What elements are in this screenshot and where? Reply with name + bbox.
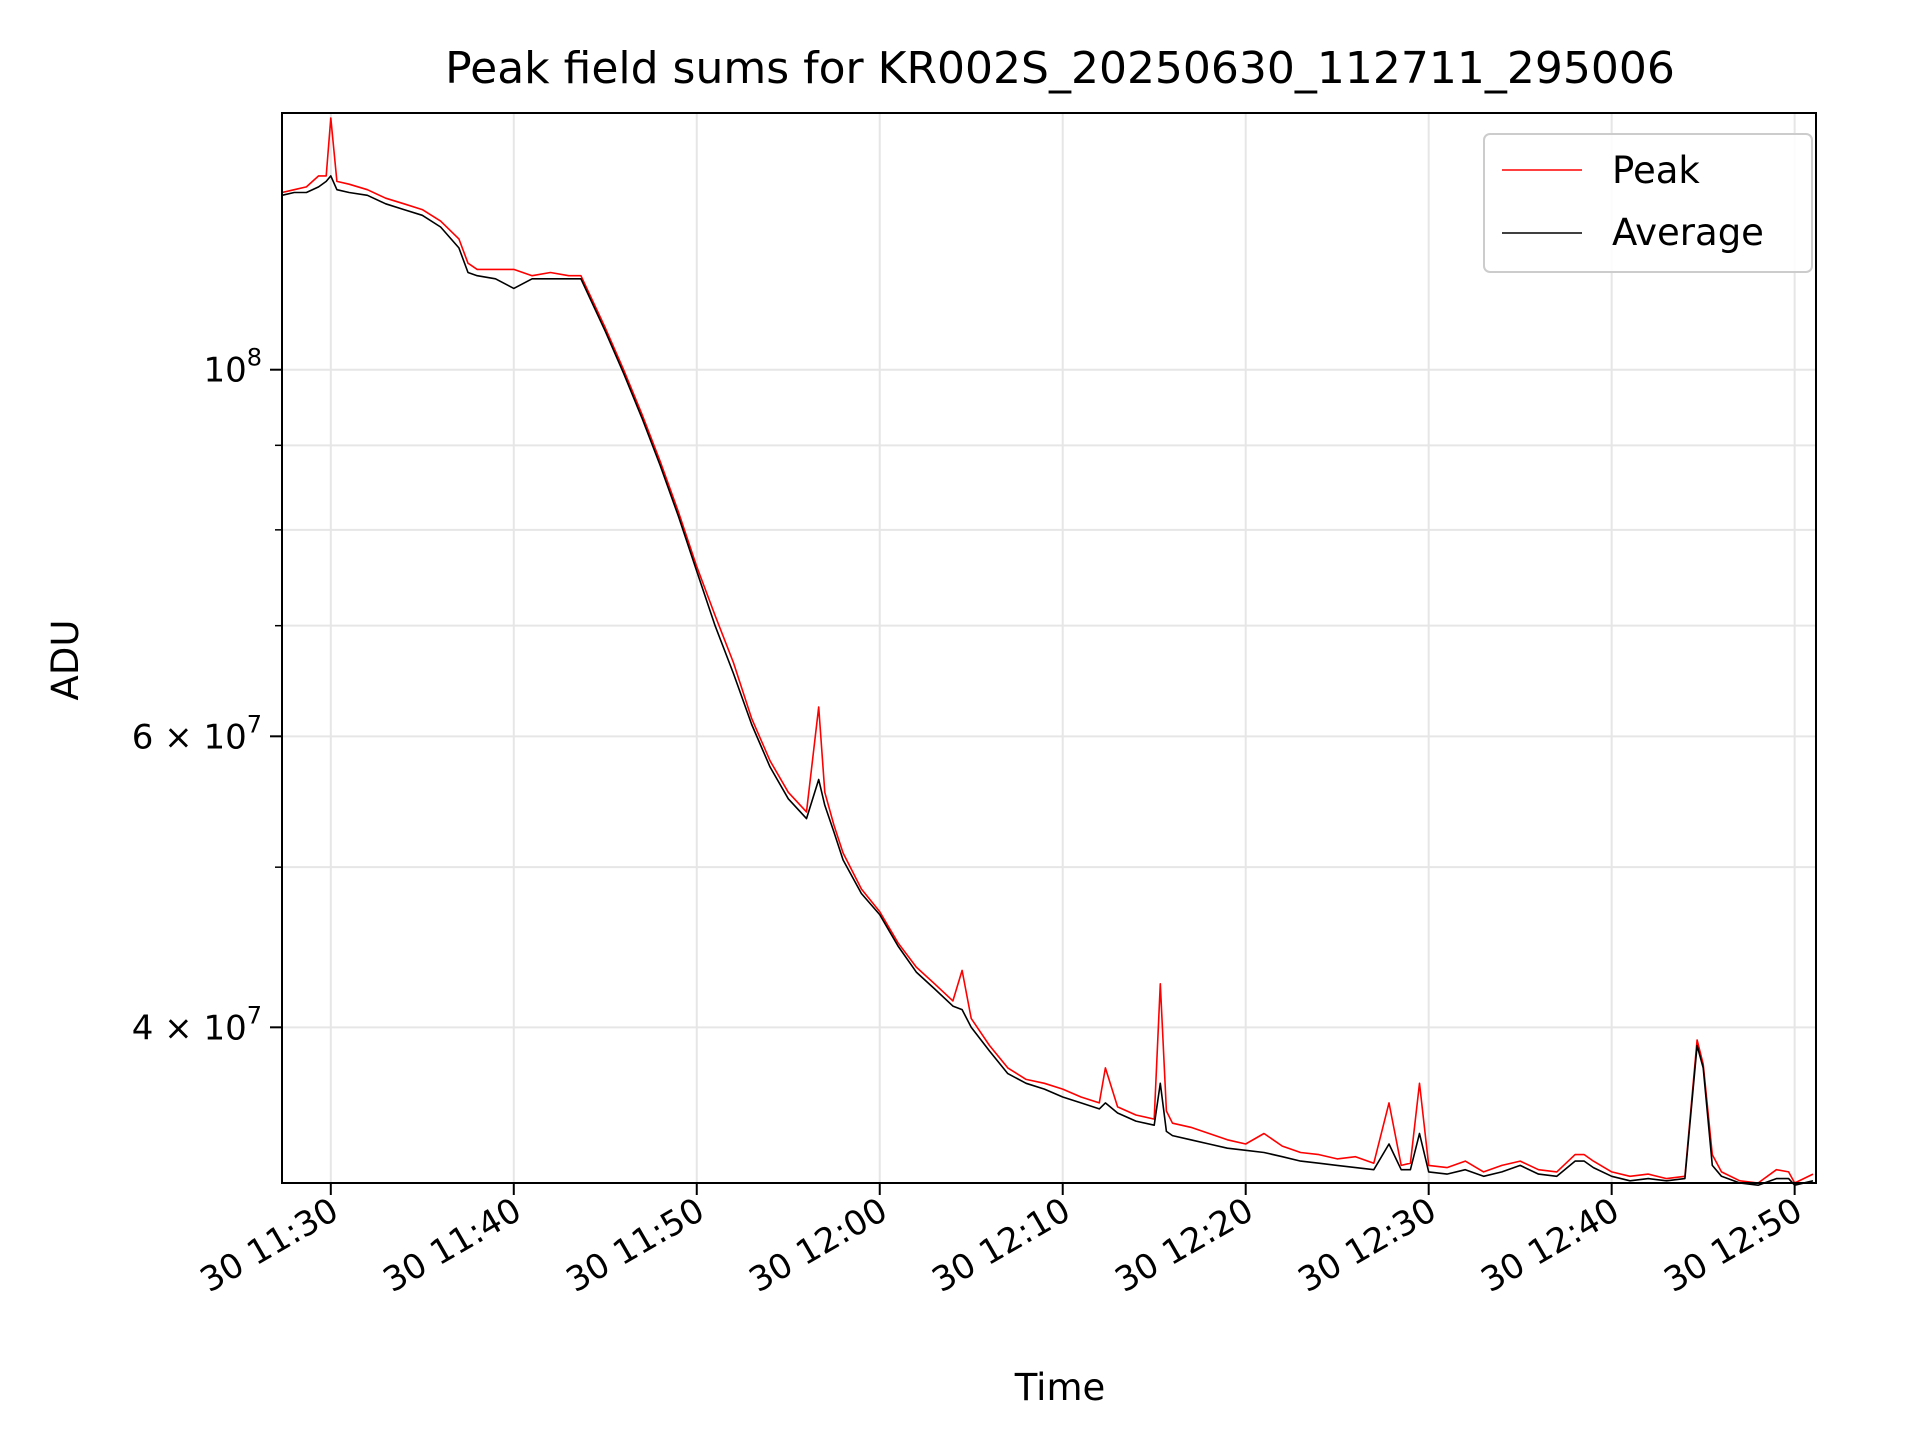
legend-box: [1483, 133, 1813, 273]
plot-area-frame: [281, 112, 1817, 1184]
series-line-average: [281, 175, 1814, 1186]
x-axis-title: Time: [1014, 1366, 1106, 1409]
series-line-peak: [281, 117, 1814, 1184]
y-tick-label: 4 × 107: [132, 1001, 262, 1048]
y-tick-label: 108: [203, 344, 262, 391]
series-layer: [281, 117, 1814, 1186]
grid: [282, 113, 1816, 1183]
legend-label-peak: Peak: [1612, 149, 1700, 192]
y-axis-title: ADU: [44, 620, 87, 701]
legend-label-average: Average: [1612, 211, 1764, 254]
legend: Peak Average: [1483, 133, 1813, 273]
chart-title: Peak field sums for KR002S_20250630_1127…: [445, 43, 1675, 94]
y-tick-label: 6 × 107: [132, 710, 262, 757]
